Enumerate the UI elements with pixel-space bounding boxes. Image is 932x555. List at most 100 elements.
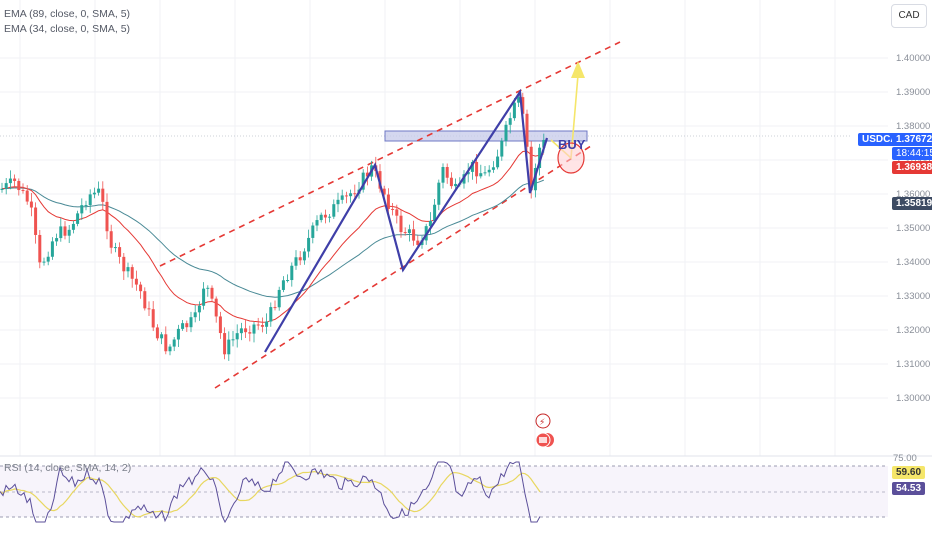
price-axis-label: 1.36000 — [896, 189, 930, 200]
candle-body — [433, 204, 437, 221]
candle-body — [176, 328, 180, 340]
buy-label: BUY — [558, 137, 586, 152]
candle-body — [0, 188, 4, 190]
ema34-value-tag: 1.36938 — [892, 161, 932, 174]
candle-body — [122, 256, 126, 272]
candle-body — [92, 192, 96, 195]
candle-body — [399, 215, 403, 233]
rsi-ma-value-tag: 59.60 — [892, 466, 926, 479]
candle-body — [479, 173, 483, 177]
candle-body — [265, 321, 269, 327]
candle-body — [365, 172, 369, 177]
candle-body — [235, 333, 239, 340]
candle-body — [151, 309, 155, 328]
candle-body — [290, 265, 294, 281]
candle-body — [218, 316, 222, 334]
candle-body — [109, 231, 113, 248]
candle-body — [500, 140, 504, 157]
candle-body — [336, 199, 340, 205]
price-tag: 1.37672 — [892, 133, 932, 146]
candle-body — [63, 226, 67, 236]
candle-body — [139, 284, 143, 292]
rsi-legend[interactable]: RSI (14, close, SMA, 14, 2) — [4, 462, 132, 474]
ema89-value-tag: 1.35819 — [892, 197, 932, 210]
candle-body — [252, 324, 256, 334]
ema34-line — [1, 150, 544, 323]
candle-body — [50, 241, 54, 257]
candle-body — [525, 113, 529, 147]
candle-body — [349, 193, 353, 197]
candle-body — [269, 307, 273, 322]
flag-stripes-icon — [539, 437, 547, 443]
candle-body — [97, 188, 101, 193]
candle-body — [504, 124, 508, 141]
price-axis-label: 1.38000 — [896, 121, 930, 132]
candle-body — [227, 339, 231, 355]
candle-body — [395, 209, 399, 216]
candle-body — [160, 334, 164, 339]
dividends-event-icon[interactable] — [535, 413, 551, 429]
candle-body — [260, 325, 264, 327]
wave-pattern[interactable] — [264, 88, 549, 353]
candle-body — [25, 190, 29, 202]
price-axis-label: 1.34000 — [896, 257, 930, 268]
candle-body — [521, 97, 525, 114]
rsi-axis-top-label: 75.00 — [893, 453, 917, 464]
candle-body — [328, 216, 332, 218]
candle-body — [281, 280, 285, 290]
candle-body — [214, 298, 218, 317]
channel-upper-line[interactable] — [159, 41, 621, 267]
candle-body — [416, 240, 420, 245]
candle-body — [302, 251, 306, 261]
candle-body — [189, 317, 193, 328]
candle-body — [542, 139, 546, 148]
entry-circle[interactable] — [557, 142, 585, 174]
candle-body — [13, 178, 17, 181]
candle-body — [311, 225, 315, 238]
candle-body — [470, 161, 474, 172]
candle-body — [483, 172, 487, 174]
candle-body — [38, 234, 42, 263]
candle-body — [105, 201, 109, 232]
candle-body — [202, 288, 206, 306]
candle-body — [76, 213, 80, 224]
candle-body — [134, 278, 138, 285]
candle-body — [491, 167, 495, 170]
candle-body — [210, 287, 214, 299]
candle-body — [412, 229, 416, 241]
candle-body — [67, 229, 71, 236]
candle-body — [147, 308, 151, 310]
candle-body — [315, 220, 319, 226]
candle-body — [113, 247, 117, 249]
candle-body — [508, 118, 512, 125]
candle-body — [332, 204, 336, 217]
candle-body — [323, 214, 327, 218]
candle-body — [517, 97, 521, 103]
candle-body — [42, 261, 46, 263]
candle-body — [538, 147, 542, 169]
resistance-zone[interactable] — [384, 130, 588, 142]
candle-body — [512, 102, 516, 119]
candle-body — [168, 346, 172, 352]
candle-body — [529, 146, 533, 191]
ema34-legend[interactable]: EMA (34, close, 0, SMA, 5) — [4, 23, 131, 35]
price-axis: 1.40000 1.39000 1.38000 1.37000 1.36000 1.350… — [896, 53, 930, 404]
candle-body — [441, 167, 445, 183]
candle-body — [319, 214, 323, 221]
candle-body — [340, 195, 344, 200]
candle-body — [298, 257, 302, 261]
candle-body — [391, 208, 395, 210]
candle-body — [126, 267, 130, 272]
candle-body — [449, 177, 453, 187]
candle-body — [17, 180, 21, 191]
candle-body — [475, 161, 479, 177]
ema89-legend[interactable]: EMA (89, close, 0, SMA, 5) — [4, 8, 131, 20]
candle-body — [496, 156, 500, 168]
candle-body — [29, 201, 33, 208]
currency-button[interactable]: CAD — [891, 4, 927, 28]
price-axis-label: 1.39000 — [896, 87, 930, 98]
lightning-icon: ⚡ — [539, 417, 545, 427]
candle-body — [80, 205, 84, 214]
